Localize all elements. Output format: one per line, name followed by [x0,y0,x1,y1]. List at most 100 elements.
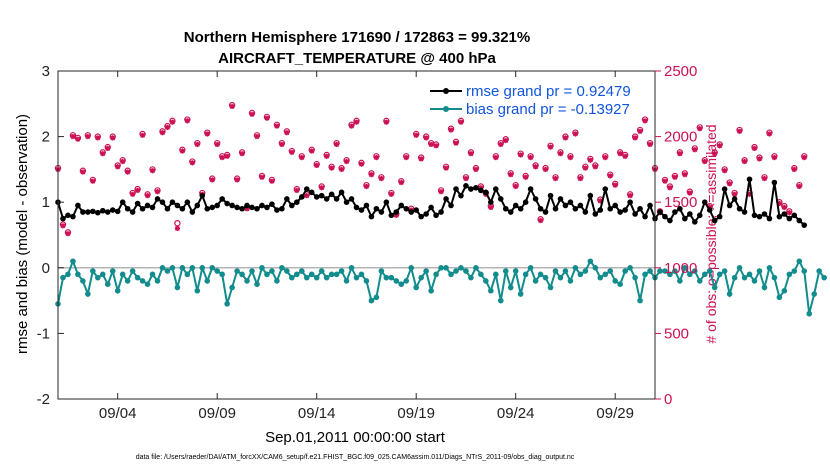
rmse-point [687,211,693,217]
rmse-point [662,213,668,220]
rmse-point [229,202,235,209]
obs-assimilated-stroke [378,176,384,182]
bias-point [781,287,788,294]
bias-point [189,265,196,271]
bias-point [667,271,673,278]
obs-assimilated-stroke [563,135,568,141]
y2-tick-label: 500 [664,325,689,342]
obs-assimilated-marker [488,204,494,211]
bias-point [363,278,370,284]
bias-point [547,284,554,291]
obs-assimilated-stroke [229,103,235,109]
bias-point [338,268,345,274]
bias-point [711,284,718,291]
obs-assimilated-marker [801,154,807,161]
rmse-point [348,196,355,202]
obs-assimilated-stroke [602,155,608,161]
obs-assimilated-stroke [169,119,175,125]
bias-point [219,271,225,278]
obs-assimilated-marker [403,154,409,161]
rmse-point [512,202,519,209]
bias-point [622,268,628,274]
bias-point [328,271,335,278]
bias-point [279,265,285,271]
legend-marker-rmse [443,88,449,94]
rmse-point [313,194,320,200]
obs-assimilated-marker [642,118,648,124]
bias-point [75,271,81,278]
bias-point [438,265,444,271]
rmse-point [65,212,71,219]
legend-label-rmse: rmse grand pr = 0.92479 [466,83,631,100]
obs-assimilated-stroke [468,151,474,157]
obs-assimilated-stroke [473,166,479,172]
obs-assimilated-stroke [254,134,260,140]
obs-assimilated-marker [368,172,375,178]
bias-point [109,268,116,274]
rmse-point [542,209,549,215]
rmse-point [677,205,683,212]
obs-assimilated-stroke [622,153,628,159]
rmse-point [343,199,350,205]
rmse-point [154,196,161,202]
rmse-point [274,207,280,213]
rmse-point [294,199,300,205]
obs-assimilated-marker [577,175,583,182]
obs-assimilated-marker [732,191,738,197]
obs-assimilated-stroke [189,160,195,166]
rmse-point [692,219,698,225]
obs-assimilated-stroke [592,164,598,170]
obs-assimilated-marker [309,148,315,154]
rmse-point [721,186,728,192]
bias-point [771,274,778,281]
obs-assimilated-stroke [662,178,668,184]
obs-assimilated-stroke [289,149,295,155]
rmse-point [507,209,514,215]
rmse-point [144,202,151,209]
rmse-point [468,186,474,192]
obs-assimilated-marker [697,126,703,132]
obs-assimilated-stroke [418,156,424,162]
obs-assimilated-stroke [145,193,150,199]
rmse-point [199,192,206,199]
obs-assimilated-marker [722,168,728,174]
obs-assimilated-stroke [677,151,683,157]
obs-assimilated-marker [523,174,529,180]
rmse-point [249,204,255,211]
obs-assimilated-marker [115,164,121,170]
bias-point [607,268,614,274]
bias-point [433,271,439,278]
rmse-point [189,209,196,215]
obs-assimilated-stroke [533,164,539,170]
y2-tick-label: 2500 [664,63,697,80]
rmse-point [522,199,529,205]
obs-assimilated-marker [249,111,255,117]
bias-point [99,271,106,278]
rmse-point [338,189,345,196]
bias-point [493,271,499,278]
y2-tick-label: 2000 [664,129,697,146]
obs-assimilated-stroke [513,184,519,189]
bias-point [637,297,643,304]
rmse-point [582,209,589,215]
y-tick-label: -1 [37,325,50,342]
obs-assimilated-marker [179,148,185,154]
obs-assimilated-stroke [503,138,509,143]
bias-point [811,291,817,297]
rmse-point [483,189,489,196]
bias-point [209,265,216,271]
obs-assimilated-marker [756,156,763,162]
bias-point [348,265,355,271]
chart-title: Northern Hemisphere 171690 / 172863 = 99… [184,29,530,46]
obs-assimilated-marker [537,217,544,224]
obs-assimilated-marker [796,183,802,190]
bias-point [463,268,469,274]
bias-point [388,274,395,281]
obs-assimilated-stroke [383,119,389,125]
bias-point [756,268,763,274]
bias-point [353,274,360,281]
bias-point [706,268,713,274]
rmse-point [219,196,225,202]
obs-assimilated-marker [622,153,628,159]
